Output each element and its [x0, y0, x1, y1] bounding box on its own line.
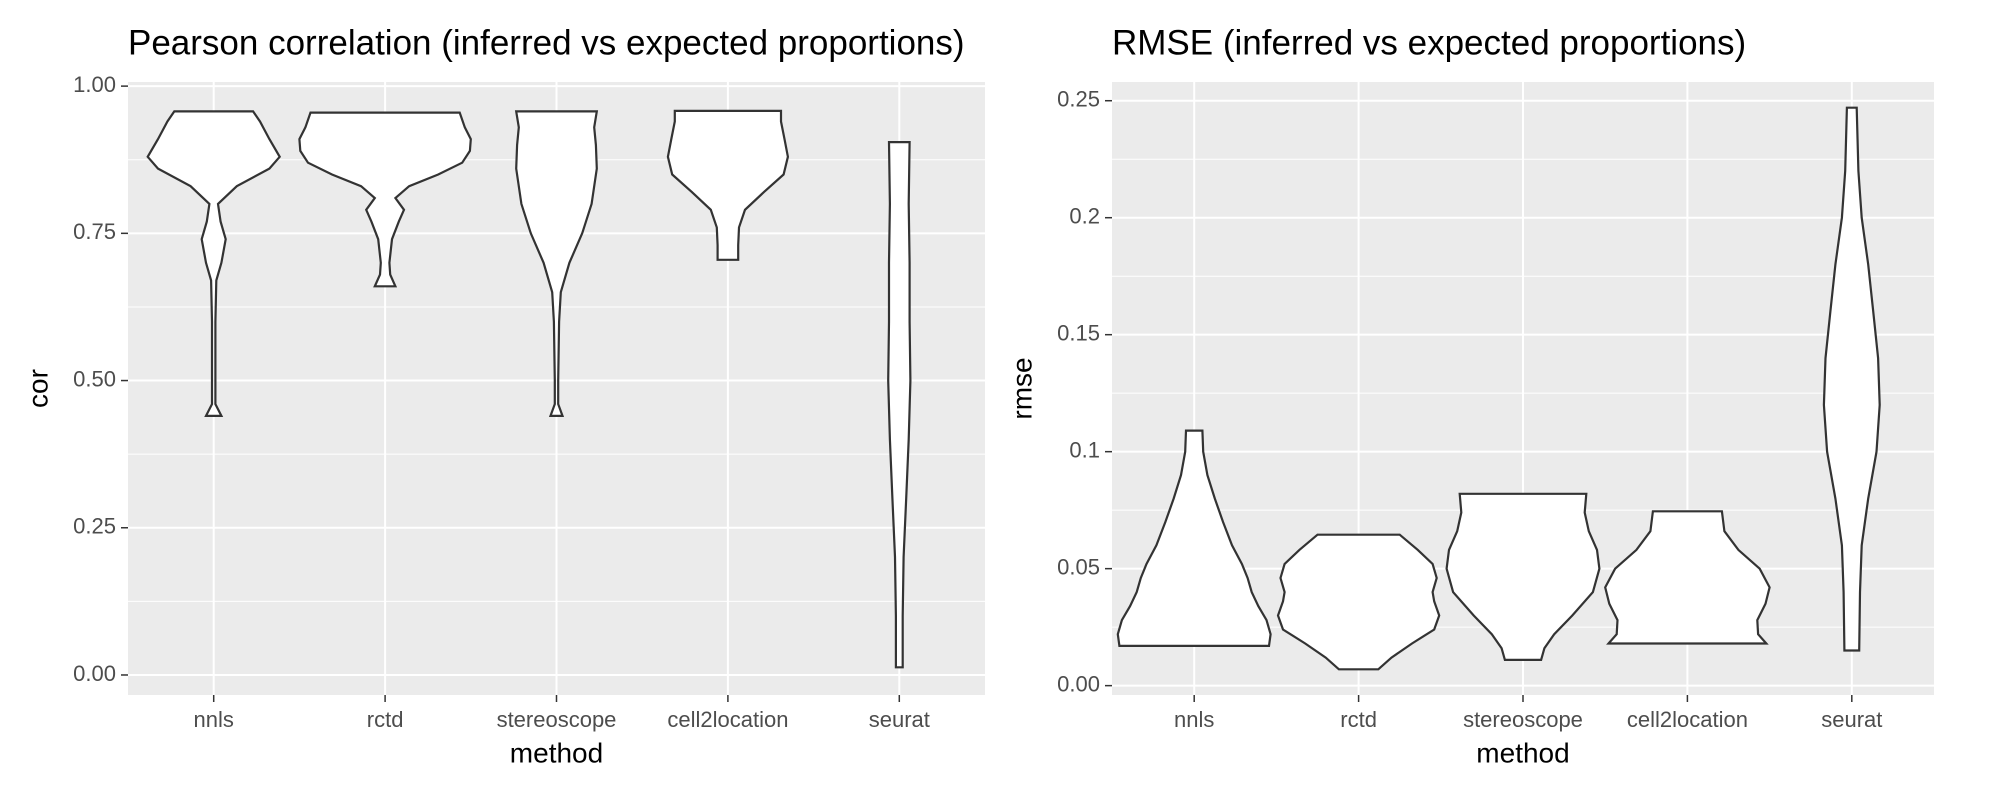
x-tick-label: cell2location [667, 707, 788, 732]
y-tick-label: 0.25 [73, 514, 116, 539]
y-tick-label: 0.05 [1057, 554, 1100, 579]
chart-title: RMSE (inferred vs expected proportions) [1112, 23, 1746, 62]
x-axis-title: method [1476, 737, 1569, 768]
y-tick-label: 0.25 [1057, 87, 1100, 112]
violin [146, 110, 282, 417]
y-tick-label: 1.00 [73, 72, 116, 97]
violin [514, 110, 599, 417]
y-tick-label: 0.15 [1057, 320, 1100, 345]
y-tick-label: 0.1 [1069, 437, 1100, 462]
violin [887, 141, 912, 669]
x-tick-label: cell2location [1627, 707, 1748, 732]
x-tick-label: nnls [194, 707, 234, 732]
violin [1276, 533, 1441, 671]
violin [1445, 492, 1601, 661]
violin [666, 109, 790, 261]
violin [298, 111, 472, 288]
y-tick-label: 0.75 [73, 219, 116, 244]
y-tick-label: 0.00 [1057, 671, 1100, 696]
x-tick-label: stereoscope [1463, 707, 1583, 732]
violin [1604, 510, 1771, 645]
x-tick-label: rctd [1340, 707, 1377, 732]
y-axis-title: cor [22, 369, 53, 408]
chart-title: Pearson correlation (inferred vs expecte… [128, 23, 965, 62]
violin [1116, 429, 1272, 647]
violin [1822, 106, 1881, 652]
y-tick-label: 0.2 [1069, 204, 1100, 229]
y-tick-label: 0.00 [73, 661, 116, 686]
y-axis-title: rmse [1006, 357, 1037, 419]
x-tick-label: nnls [1174, 707, 1214, 732]
x-axis-title: method [510, 737, 603, 768]
y-tick-label: 0.50 [73, 366, 116, 391]
x-tick-label: stereoscope [497, 707, 617, 732]
x-tick-label: seurat [869, 707, 930, 732]
x-tick-label: seurat [1821, 707, 1882, 732]
x-tick-label: rctd [367, 707, 404, 732]
